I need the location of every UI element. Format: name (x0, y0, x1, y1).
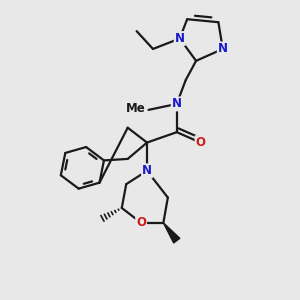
Text: N: N (172, 98, 182, 110)
Text: N: N (142, 164, 152, 177)
Text: Me: Me (126, 102, 146, 115)
Polygon shape (164, 223, 180, 243)
Text: N: N (218, 42, 228, 56)
Text: O: O (196, 136, 206, 149)
Text: N: N (175, 32, 185, 45)
Text: O: O (136, 216, 146, 229)
